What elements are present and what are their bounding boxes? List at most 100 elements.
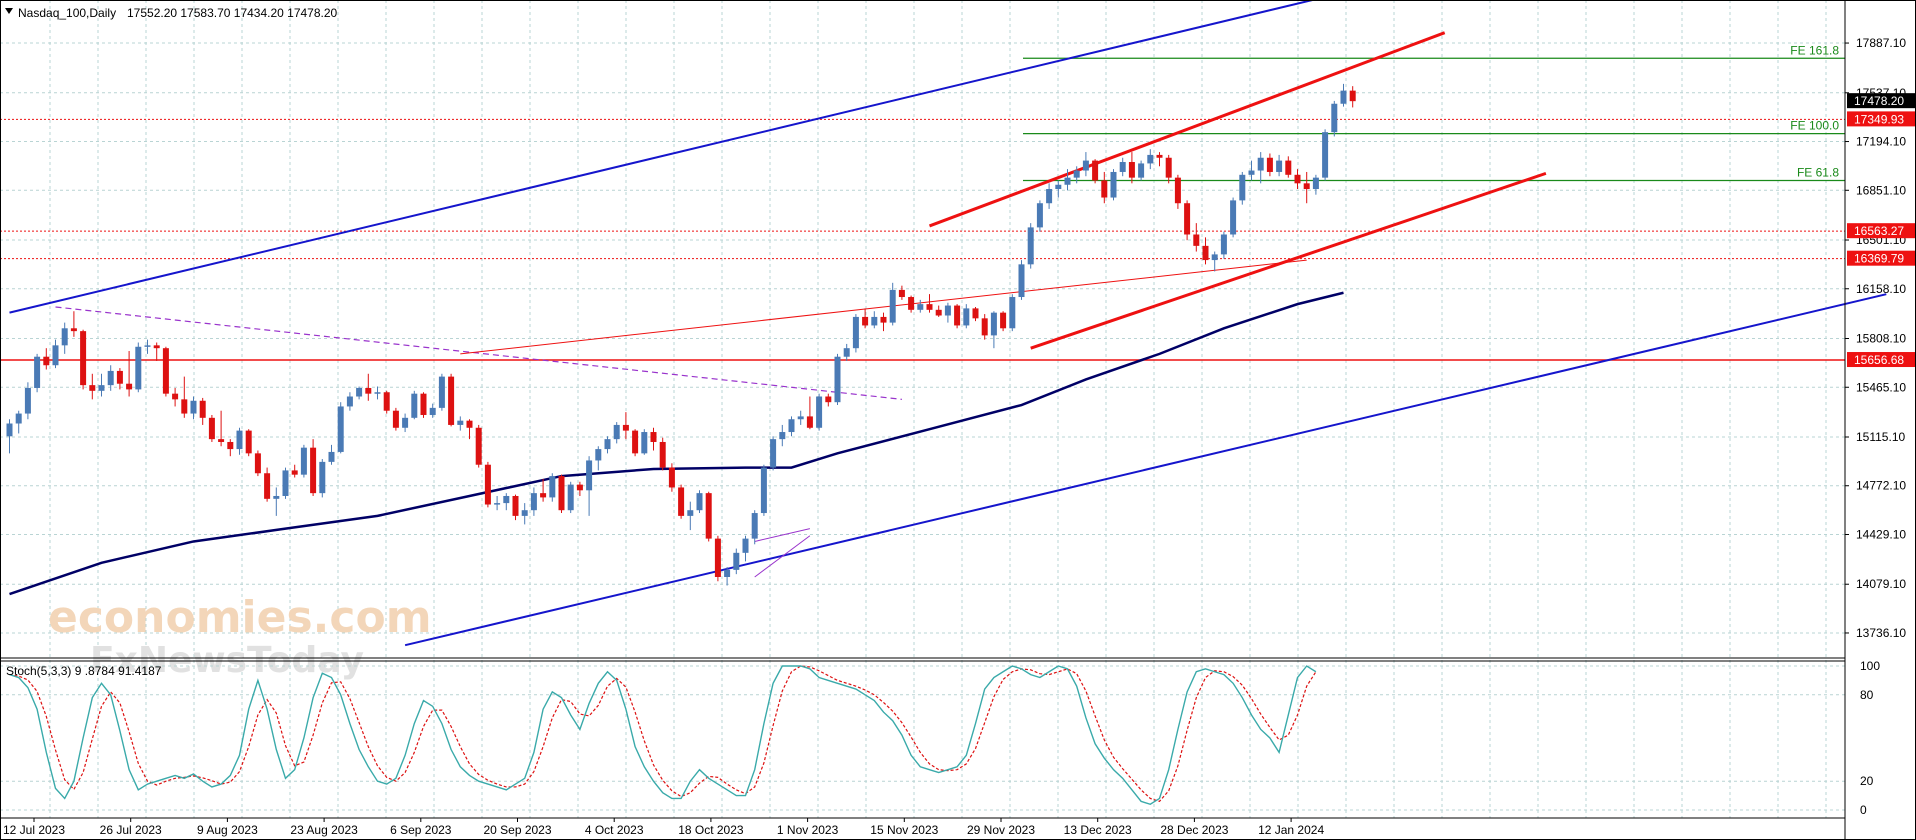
candle <box>586 456 593 516</box>
candle <box>1009 294 1016 332</box>
candle <box>816 393 823 431</box>
candle-body <box>484 464 491 505</box>
candle <box>1257 152 1264 184</box>
candle-body <box>1009 297 1016 329</box>
candle <box>981 314 988 340</box>
candle-body <box>162 348 169 394</box>
candle-body <box>273 495 280 499</box>
candle <box>1276 154 1283 177</box>
price-level-label-bg <box>1847 223 1915 239</box>
candle-body <box>908 297 915 310</box>
candle-body <box>1220 234 1227 255</box>
candle <box>963 304 970 329</box>
candle <box>172 387 179 407</box>
candle-body <box>1285 160 1292 175</box>
candle-body <box>254 453 261 474</box>
candle-body <box>1331 103 1338 133</box>
candle <box>908 295 915 313</box>
candle-body <box>668 467 675 488</box>
candle-body <box>503 495 510 504</box>
candle-body <box>1230 200 1237 235</box>
blue-channel-upper <box>9 0 1317 314</box>
candle <box>834 353 841 406</box>
candle-body <box>862 316 869 326</box>
candle <box>1165 154 1172 184</box>
candle <box>751 510 758 545</box>
candle <box>24 382 31 420</box>
candle-body <box>779 432 786 440</box>
stochastic-panel: 100 80 20 0 <box>0 659 1880 817</box>
candle-body <box>586 460 593 491</box>
candle <box>383 390 390 414</box>
chart-header: Nasdaq_100,Daily 17552.20 17583.70 17434… <box>5 6 338 678</box>
candle <box>1248 160 1255 181</box>
date-tick-label: 13 Dec 2023 <box>1064 823 1132 837</box>
candle <box>1349 86 1356 108</box>
blue-channel-lower <box>404 293 1887 647</box>
candle-body <box>512 495 519 516</box>
candle-body <box>843 348 850 357</box>
candle <box>1239 171 1246 205</box>
candle-body <box>190 400 197 414</box>
candle-body <box>696 493 703 511</box>
candle <box>374 386 381 400</box>
candle-body <box>236 430 243 450</box>
dropdown-triangle-icon[interactable] <box>5 8 13 14</box>
candle <box>852 314 859 353</box>
date-tick-label: 12 Jul 2023 <box>3 823 65 837</box>
candle <box>319 459 326 498</box>
candle-body <box>806 416 813 428</box>
candle-body <box>107 370 114 386</box>
candle <box>724 567 731 586</box>
candle <box>153 342 160 361</box>
price-tick-label: 14079.10 <box>1856 577 1906 591</box>
candle-body <box>622 424 629 431</box>
candle-body <box>1257 157 1264 171</box>
candle-body <box>1018 264 1025 298</box>
candle <box>457 416 464 431</box>
candle <box>917 299 924 313</box>
candle <box>365 373 372 401</box>
chart-ohlc: 17552.20 17583.70 17434.20 17478.20 <box>127 6 338 20</box>
moving-average <box>9 291 1344 596</box>
candle-body <box>576 484 583 491</box>
candle-body <box>770 439 777 468</box>
fibonacci-levels: FE 161.8 FE 100.0 FE 61.8 <box>1023 43 1845 182</box>
candle <box>1312 174 1319 195</box>
candle <box>1156 152 1163 167</box>
candle <box>52 339 59 369</box>
candle <box>300 444 307 478</box>
candle <box>540 478 547 502</box>
candle <box>61 322 68 354</box>
candle <box>880 312 887 332</box>
date-tick-label: 28 Dec 2023 <box>1160 823 1228 837</box>
candle <box>107 365 114 391</box>
candle <box>181 376 188 418</box>
candle <box>1193 223 1200 252</box>
candle <box>190 396 197 420</box>
candle-body <box>1073 170 1080 178</box>
candle <box>1211 251 1218 272</box>
candle <box>825 393 832 407</box>
candle <box>162 346 169 397</box>
candle-body <box>549 476 556 498</box>
candle <box>972 306 979 322</box>
candle-body <box>1036 203 1043 228</box>
candle <box>1340 83 1347 107</box>
candle <box>135 342 142 393</box>
candle <box>218 410 225 447</box>
candle-body <box>1239 174 1246 201</box>
candle-body <box>356 387 363 397</box>
candle <box>1285 156 1292 178</box>
candle-body <box>438 376 445 408</box>
candle <box>411 390 418 420</box>
candle-body <box>34 356 41 388</box>
candle-body <box>383 392 390 411</box>
candle-body <box>15 413 22 424</box>
candle-body <box>420 393 427 415</box>
price-level-label: 15656.68 <box>1854 353 1904 367</box>
candle <box>494 495 501 511</box>
candle-body <box>466 420 473 428</box>
stochastic-level-label: 100 <box>1860 659 1880 673</box>
